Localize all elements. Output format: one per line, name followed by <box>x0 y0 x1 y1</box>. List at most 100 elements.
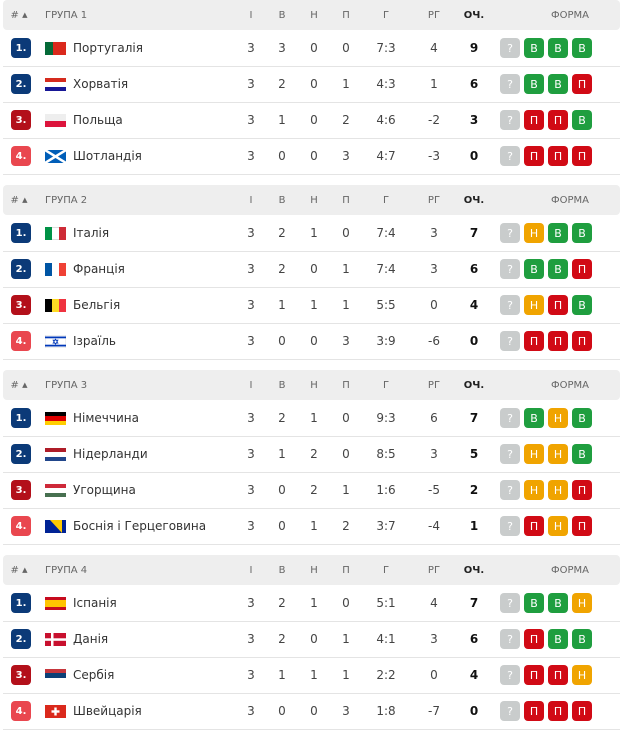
table-row[interactable]: 1. Португалія 3 3 0 0 7:3 4 9? В В В <box>3 30 620 67</box>
next-match-badge[interactable]: ? <box>500 665 520 685</box>
col-drawn-header[interactable]: Н <box>310 9 318 21</box>
form-badge[interactable]: В <box>548 74 568 94</box>
form-badge[interactable]: В <box>548 259 568 279</box>
table-row[interactable]: 2. Франція 3 2 0 1 7:4 3 6? В В П <box>3 251 620 288</box>
team-name[interactable]: Боснія і Герцеговина <box>73 519 207 533</box>
form-badge[interactable]: П <box>572 516 592 536</box>
col-lost-header[interactable]: П <box>342 194 350 206</box>
table-row[interactable]: 2. Нідерланди 3 1 2 0 8:5 3 5? Н Н В <box>3 436 620 473</box>
col-diff-header[interactable]: РГ <box>427 379 441 391</box>
next-match-badge[interactable]: ? <box>500 74 520 94</box>
form-badge[interactable]: В <box>572 408 592 428</box>
rank-header[interactable]: # ▲ <box>9 370 29 400</box>
col-points-header[interactable]: ОЧ. <box>463 194 485 206</box>
next-match-badge[interactable]: ? <box>500 444 520 464</box>
table-row[interactable]: 1. Німеччина 3 2 1 0 9:3 6 7? В Н В <box>3 400 620 437</box>
table-row[interactable]: 2. Данія 3 2 0 1 4:1 3 6? П В В <box>3 621 620 658</box>
form-badge[interactable]: П <box>524 629 544 649</box>
team-name[interactable]: Польща <box>73 113 123 127</box>
form-badge[interactable]: П <box>572 74 592 94</box>
next-match-badge[interactable]: ? <box>500 223 520 243</box>
form-badge[interactable]: Н <box>548 408 568 428</box>
next-match-badge[interactable]: ? <box>500 629 520 649</box>
form-badge[interactable]: В <box>548 629 568 649</box>
table-row[interactable]: 4. Швейцарія 3 0 0 3 1:8 -7 0? П П П <box>3 693 620 730</box>
next-match-badge[interactable]: ? <box>500 38 520 58</box>
col-won-header[interactable]: В <box>278 194 286 206</box>
col-goals-header[interactable]: Г <box>382 564 390 576</box>
form-badge[interactable]: Н <box>524 480 544 500</box>
col-lost-header[interactable]: П <box>342 379 350 391</box>
form-badge[interactable]: П <box>572 701 592 721</box>
team-name[interactable]: Німеччина <box>73 411 139 425</box>
col-played-header[interactable]: І <box>249 194 253 206</box>
next-match-badge[interactable]: ? <box>500 480 520 500</box>
team-name[interactable]: Португалія <box>73 41 143 55</box>
col-diff-header[interactable]: РГ <box>427 9 441 21</box>
form-badge[interactable]: Н <box>572 593 592 613</box>
col-drawn-header[interactable]: Н <box>310 379 318 391</box>
table-row[interactable]: 3. Угорщина 3 0 2 1 1:6 -5 2? Н Н П <box>3 472 620 509</box>
col-played-header[interactable]: І <box>249 564 253 576</box>
table-row[interactable]: 4. Ізраїль 3 0 0 3 3:9 -6 0? П П П <box>3 323 620 360</box>
team-name[interactable]: Італія <box>73 226 110 240</box>
form-badge[interactable]: П <box>524 516 544 536</box>
next-match-badge[interactable]: ? <box>500 110 520 130</box>
team-name[interactable]: Франція <box>73 262 125 276</box>
form-badge[interactable]: П <box>548 295 568 315</box>
form-badge[interactable]: П <box>548 665 568 685</box>
col-drawn-header[interactable]: Н <box>310 194 318 206</box>
form-badge[interactable]: Н <box>548 516 568 536</box>
team-name[interactable]: Нідерланди <box>73 447 148 461</box>
rank-header[interactable]: # ▲ <box>9 555 29 585</box>
form-badge[interactable]: П <box>572 331 592 351</box>
table-row[interactable]: 4. Боснія і Герцеговина 3 0 1 2 3:7 -4 1? П Н П <box>3 508 620 545</box>
next-match-badge[interactable]: ? <box>500 593 520 613</box>
form-badge[interactable]: Н <box>524 444 544 464</box>
table-row[interactable]: 2. Хорватія 3 2 0 1 4:3 1 6? В В П <box>3 66 620 103</box>
form-badge[interactable]: П <box>524 701 544 721</box>
team-name[interactable]: Іспанія <box>73 596 117 610</box>
form-badge[interactable]: В <box>524 38 544 58</box>
form-badge[interactable]: Н <box>548 444 568 464</box>
form-badge[interactable]: В <box>524 74 544 94</box>
col-points-header[interactable]: ОЧ. <box>463 564 485 576</box>
col-lost-header[interactable]: П <box>342 9 350 21</box>
form-badge[interactable]: Н <box>572 665 592 685</box>
form-badge[interactable]: В <box>524 593 544 613</box>
form-badge[interactable]: В <box>548 593 568 613</box>
form-badge[interactable]: В <box>572 223 592 243</box>
form-badge[interactable]: П <box>572 146 592 166</box>
table-row[interactable]: 1. Іспанія 3 2 1 0 5:1 4 7? В В Н <box>3 585 620 622</box>
team-name[interactable]: Ізраїль <box>73 334 116 348</box>
form-badge[interactable]: П <box>572 480 592 500</box>
form-badge[interactable]: В <box>572 444 592 464</box>
col-won-header[interactable]: В <box>278 379 286 391</box>
form-badge[interactable]: В <box>524 259 544 279</box>
rank-header[interactable]: # ▲ <box>9 0 29 30</box>
team-name[interactable]: Данія <box>73 632 109 646</box>
form-badge[interactable]: В <box>572 38 592 58</box>
form-badge[interactable]: П <box>524 146 544 166</box>
table-row[interactable]: 3. Сербія 3 1 1 1 2:2 0 4? П П Н <box>3 657 620 694</box>
team-name[interactable]: Швейцарія <box>73 704 142 718</box>
form-badge[interactable]: Н <box>524 295 544 315</box>
table-row[interactable]: 1. Італія 3 2 1 0 7:4 3 7? Н В В <box>3 215 620 252</box>
form-badge[interactable]: В <box>548 223 568 243</box>
table-row[interactable]: 4. Шотландія 3 0 0 3 4:7 -3 0? П П П <box>3 138 620 175</box>
form-badge[interactable]: В <box>572 629 592 649</box>
team-name[interactable]: Бельгія <box>73 298 121 312</box>
form-badge[interactable]: П <box>572 259 592 279</box>
next-match-badge[interactable]: ? <box>500 516 520 536</box>
team-name[interactable]: Угорщина <box>73 483 136 497</box>
form-badge[interactable]: П <box>524 110 544 130</box>
col-goals-header[interactable]: Г <box>382 379 390 391</box>
next-match-badge[interactable]: ? <box>500 146 520 166</box>
form-badge[interactable]: П <box>548 110 568 130</box>
next-match-badge[interactable]: ? <box>500 295 520 315</box>
col-points-header[interactable]: ОЧ. <box>463 9 485 21</box>
form-badge[interactable]: П <box>524 331 544 351</box>
table-row[interactable]: 3. Польща 3 1 0 2 4:6 -2 3? П П В <box>3 102 620 139</box>
col-won-header[interactable]: В <box>278 564 286 576</box>
col-lost-header[interactable]: П <box>342 564 350 576</box>
